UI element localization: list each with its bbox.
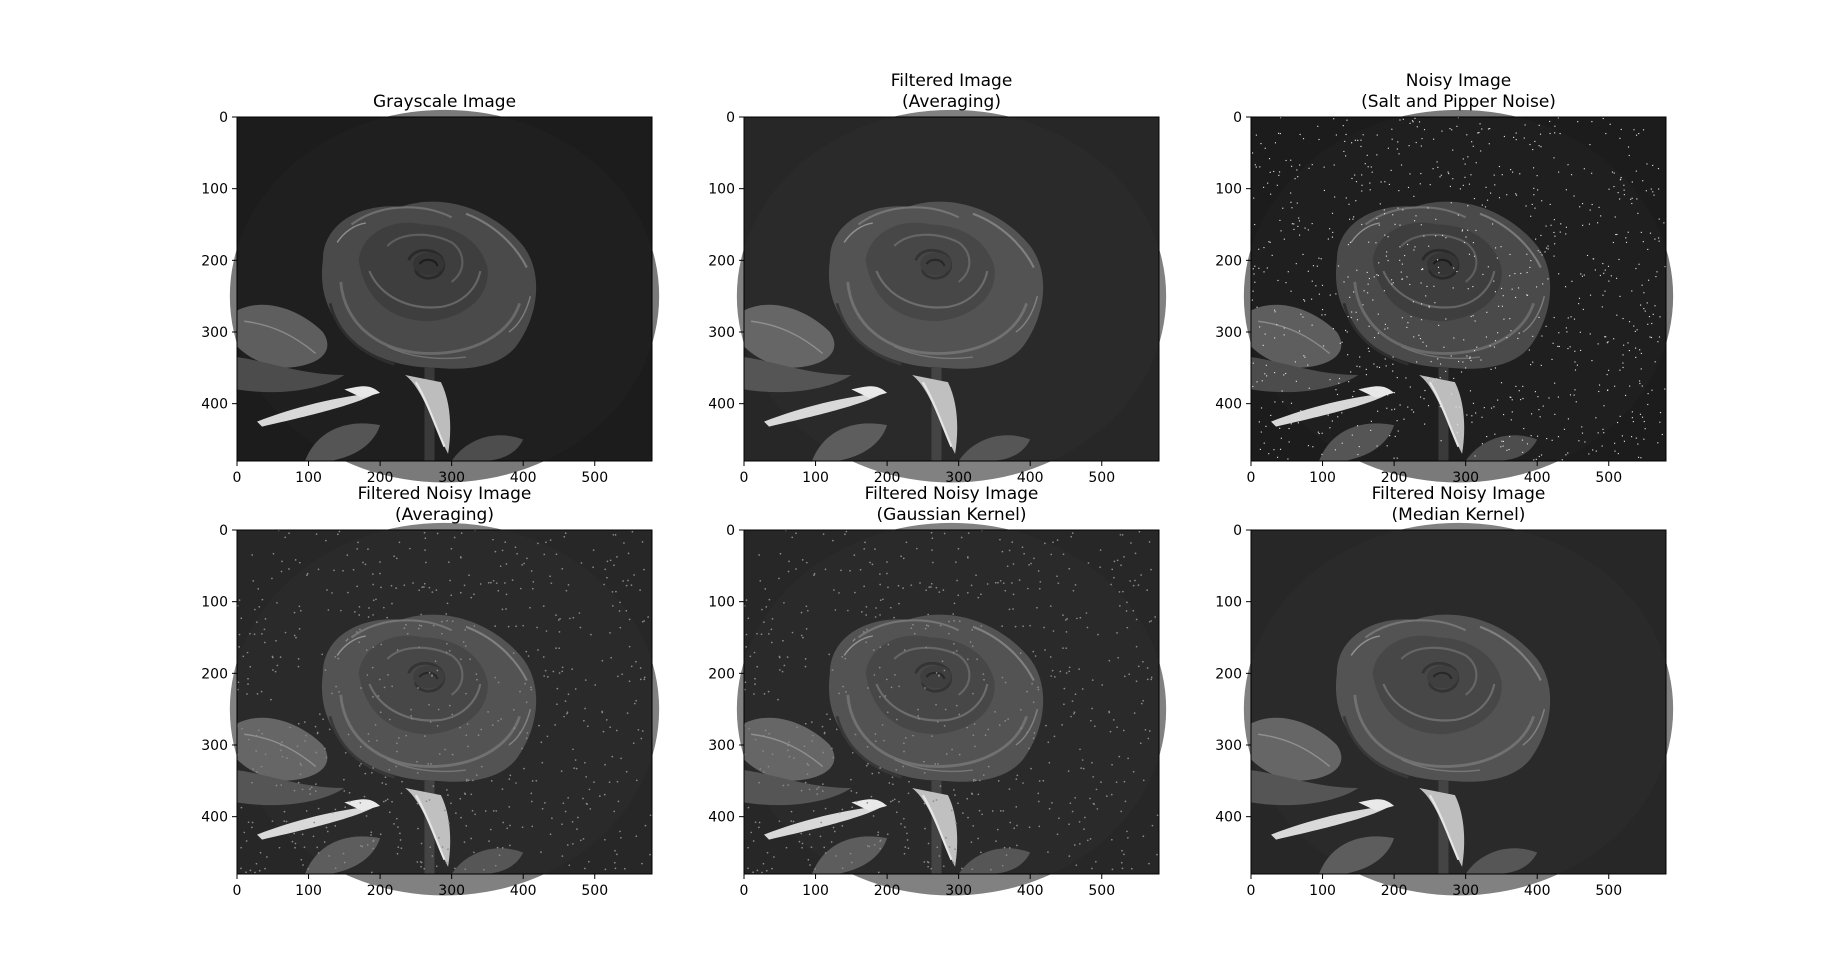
y-tick-label: 300 xyxy=(1215,325,1242,341)
y-tick-label: 0 xyxy=(219,523,228,539)
axes-frame xyxy=(236,529,653,875)
x-tick-label: 500 xyxy=(1595,470,1622,486)
subplot-title-line: Noisy Image xyxy=(1406,71,1511,91)
x-tick-label: 400 xyxy=(1524,883,1551,899)
x-tick-label: 400 xyxy=(1524,470,1551,486)
y-tick-label: 300 xyxy=(708,738,735,754)
y-tick-label: 200 xyxy=(708,253,735,269)
y-tick-label: 400 xyxy=(201,397,228,413)
y-tick-label: 100 xyxy=(708,595,735,611)
subplot-6: Filtered Noisy Image(Median Kernel) 0 100 2… xyxy=(1215,484,1675,899)
y-tick-label: 0 xyxy=(1233,110,1242,126)
y-tick-label: 100 xyxy=(1215,595,1242,611)
x-tick-label: 0 xyxy=(740,470,749,486)
x-tick-label: 500 xyxy=(581,470,608,486)
x-tick-label: 300 xyxy=(438,470,465,486)
x-tick-label: 300 xyxy=(1452,883,1479,899)
x-tick-label: 300 xyxy=(945,883,972,899)
panels-layer: Grayscale Image 0 100 200 300 400 500 0 100 200 30… xyxy=(201,71,1675,899)
axes-frame xyxy=(1250,529,1667,875)
y-tick-label: 300 xyxy=(708,325,735,341)
x-tick-label: 500 xyxy=(1088,883,1115,899)
y-tick-label: 200 xyxy=(1215,666,1242,682)
x-tick-label: 100 xyxy=(802,470,829,486)
x-tick-label: 500 xyxy=(1595,883,1622,899)
x-tick-label: 400 xyxy=(1017,470,1044,486)
subplot-3: Noisy Image(Salt and Pipper Noise) 0 100 20… xyxy=(1215,71,1675,486)
y-tick-label: 400 xyxy=(1215,810,1242,826)
y-tick-label: 0 xyxy=(1233,523,1242,539)
y-tick-label: 400 xyxy=(708,397,735,413)
rose-image xyxy=(1242,108,1675,484)
x-tick-label: 0 xyxy=(740,883,749,899)
subplot-title-line: (Averaging) xyxy=(902,92,1001,112)
x-tick-label: 0 xyxy=(1247,883,1256,899)
rose-image xyxy=(228,521,661,897)
y-tick-label: 200 xyxy=(1215,253,1242,269)
x-tick-label: 200 xyxy=(874,883,901,899)
rose-image xyxy=(735,108,1168,484)
y-tick-label: 0 xyxy=(726,523,735,539)
x-tick-label: 0 xyxy=(1247,470,1256,486)
axes-frame xyxy=(743,529,1160,875)
x-tick-label: 100 xyxy=(802,883,829,899)
x-tick-label: 400 xyxy=(510,883,537,899)
subplot-title-line: (Salt and Pipper Noise) xyxy=(1361,92,1556,112)
subplot-1: Grayscale Image 0 100 200 300 400 500 0 100 200 30… xyxy=(201,92,661,486)
subplot-title-line: (Median Kernel) xyxy=(1392,505,1526,525)
y-tick-label: 100 xyxy=(1215,182,1242,198)
y-tick-label: 200 xyxy=(708,666,735,682)
x-tick-label: 100 xyxy=(1309,470,1336,486)
subplot-title-line: Grayscale Image xyxy=(373,92,516,112)
y-tick-label: 300 xyxy=(201,738,228,754)
y-tick-label: 100 xyxy=(201,182,228,198)
y-tick-label: 400 xyxy=(1215,397,1242,413)
subplot-4: Filtered Noisy Image(Averaging) 0 100 200 30… xyxy=(201,484,661,899)
x-tick-label: 0 xyxy=(233,470,242,486)
x-tick-label: 100 xyxy=(1309,883,1336,899)
x-tick-label: 400 xyxy=(1017,883,1044,899)
y-tick-label: 200 xyxy=(201,253,228,269)
x-tick-label: 200 xyxy=(874,470,901,486)
x-tick-label: 500 xyxy=(1088,470,1115,486)
x-tick-label: 300 xyxy=(945,470,972,486)
rose-image xyxy=(735,521,1168,897)
axes-frame xyxy=(236,116,653,462)
rose-image xyxy=(1242,521,1675,897)
subplot-title-line: (Averaging) xyxy=(395,505,494,525)
x-tick-label: 100 xyxy=(295,470,322,486)
subplot-title-line: (Gaussian Kernel) xyxy=(876,505,1026,525)
y-tick-label: 100 xyxy=(708,182,735,198)
axes-frame xyxy=(1250,116,1667,462)
subplot-5: Filtered Noisy Image(Gaussian Kernel) 0 10… xyxy=(708,484,1168,899)
x-tick-label: 200 xyxy=(1381,470,1408,486)
y-tick-label: 0 xyxy=(726,110,735,126)
x-tick-label: 200 xyxy=(367,883,394,899)
x-tick-label: 0 xyxy=(233,883,242,899)
y-tick-label: 100 xyxy=(201,595,228,611)
y-tick-label: 0 xyxy=(219,110,228,126)
x-tick-label: 100 xyxy=(295,883,322,899)
x-tick-label: 400 xyxy=(510,470,537,486)
rose-image xyxy=(228,108,661,484)
y-tick-label: 400 xyxy=(201,810,228,826)
y-tick-label: 400 xyxy=(708,810,735,826)
axes-frame xyxy=(743,116,1160,462)
x-tick-label: 200 xyxy=(367,470,394,486)
y-tick-label: 200 xyxy=(201,666,228,682)
subplot-2: Filtered Image(Averaging) 0 100 200 300 400 50… xyxy=(708,71,1168,486)
subplot-title-line: Filtered Noisy Image xyxy=(865,484,1039,504)
x-tick-label: 500 xyxy=(581,883,608,899)
y-tick-label: 300 xyxy=(1215,738,1242,754)
x-tick-label: 200 xyxy=(1381,883,1408,899)
subplot-title-line: Filtered Image xyxy=(891,71,1013,91)
subplot-title-line: Filtered Noisy Image xyxy=(358,484,532,504)
y-tick-label: 300 xyxy=(201,325,228,341)
subplot-title-line: Filtered Noisy Image xyxy=(1372,484,1546,504)
x-tick-label: 300 xyxy=(1452,470,1479,486)
x-tick-label: 300 xyxy=(438,883,465,899)
